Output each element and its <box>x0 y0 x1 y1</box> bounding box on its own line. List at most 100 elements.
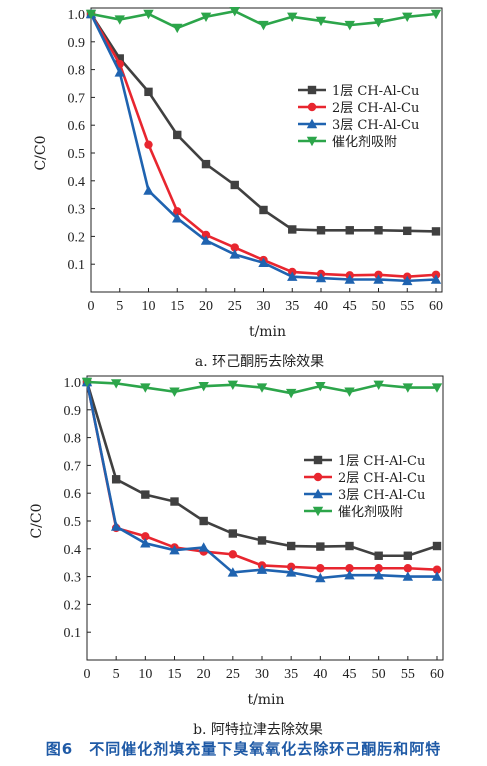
x-tick-label: 25 <box>228 299 242 314</box>
legend-label: 1层 CH-Al-Cu <box>338 454 425 469</box>
x-axis-label: t/min <box>249 324 286 340</box>
data-point <box>316 564 325 573</box>
chart-a: 0.1 0.2 0.3 0.4 0.5 0.6 0.7 0.8 0.9 1.0 0 5 10 15 20 25… <box>33 7 443 370</box>
y-tick-label: 0.8 <box>68 64 86 79</box>
y-tick-label: 0.2 <box>64 598 82 613</box>
legend-marker <box>313 455 323 465</box>
data-point <box>144 87 153 97</box>
data-point <box>111 475 121 484</box>
data-point <box>431 383 443 393</box>
x-tick-label: 50 <box>372 299 386 314</box>
data-point <box>230 180 239 190</box>
y-tick-label: 0.7 <box>68 91 86 106</box>
y-tick-label: 0.2 <box>68 230 86 245</box>
data-point <box>402 383 414 393</box>
y-tick-label: 0.6 <box>64 487 82 502</box>
data-point <box>140 538 151 548</box>
data-point <box>315 16 327 27</box>
plot-frame <box>90 7 443 293</box>
data-point <box>432 565 442 574</box>
data-point <box>430 274 442 284</box>
data-point <box>286 562 296 572</box>
y-tick-label: 0.1 <box>68 258 86 273</box>
chart-subtitle: a. 环己酮肟去除效果 <box>195 354 324 370</box>
y-tick-label: 0.9 <box>64 404 82 419</box>
x-tick-label: 5 <box>113 667 120 682</box>
data-point <box>227 380 239 390</box>
data-point <box>143 9 154 20</box>
plot-frame <box>86 375 444 661</box>
data-point <box>230 243 239 252</box>
x-tick-label: 50 <box>372 667 386 682</box>
x-tick-label: 35 <box>284 667 298 682</box>
legend-label: 催化剂吸附 <box>332 135 397 150</box>
data-point <box>402 571 414 581</box>
data-point <box>258 257 269 268</box>
x-tick-label: 20 <box>199 299 213 314</box>
series-4 <box>81 377 443 399</box>
data-point <box>141 532 150 541</box>
data-point <box>257 536 267 545</box>
data-point <box>373 18 384 28</box>
data-point <box>373 274 384 284</box>
x-tick-label: 5 <box>116 299 123 314</box>
series-1 <box>82 377 442 560</box>
data-point <box>170 497 179 506</box>
y-axis-label: C/C0 <box>33 135 49 170</box>
legend-marker <box>306 136 318 147</box>
data-point <box>373 380 384 390</box>
y-tick-label: 0.9 <box>68 36 86 51</box>
data-point <box>201 230 211 240</box>
data-point <box>228 529 238 538</box>
legend-marker <box>307 85 317 95</box>
legend: 1层 CH-Al-Cu 2层 CH-Al-Cu 3层 CH-Al-Cu 催化剂吸附 <box>298 84 419 150</box>
data-point <box>374 564 383 573</box>
data-point <box>316 542 325 551</box>
data-point <box>430 9 442 20</box>
y-tick-label: 0.6 <box>68 119 86 134</box>
data-point <box>228 550 238 559</box>
data-point <box>287 12 298 22</box>
x-tick-label: 45 <box>343 299 357 314</box>
data-point <box>144 140 153 149</box>
figure-caption: 图6 不同催化剂填充量下臭氧氧化去除环己酮肟和阿特 <box>45 740 442 758</box>
legend-marker <box>312 488 324 499</box>
y-tick-label: 0.3 <box>68 203 86 218</box>
data-point <box>288 225 297 234</box>
legend-marker <box>313 472 323 482</box>
data-point <box>169 387 180 397</box>
data-point <box>259 205 268 215</box>
x-tick-label: 0 <box>84 667 91 682</box>
data-point <box>227 567 239 577</box>
legend-marker <box>307 102 317 112</box>
x-tick-label: 35 <box>285 299 299 314</box>
data-point <box>173 130 182 140</box>
legend-label: 3层 CH-Al-Cu <box>332 118 419 133</box>
x-tick-label: 0 <box>88 299 95 314</box>
data-point <box>169 544 180 555</box>
legend-label: 2层 CH-Al-Cu <box>338 471 425 486</box>
data-point <box>143 185 154 195</box>
data-point <box>285 388 297 399</box>
legend-marker <box>312 506 324 517</box>
data-point <box>345 564 354 573</box>
data-point <box>374 226 383 235</box>
data-point <box>172 23 183 34</box>
data-point <box>258 20 269 31</box>
chart-b: 0.1 0.2 0.3 0.4 0.5 0.6 0.7 0.8 0.9 1.0 0 5 10 15 20 25… <box>29 375 444 738</box>
data-point <box>256 383 268 393</box>
data-point <box>114 67 125 77</box>
data-point <box>345 226 354 235</box>
data-point <box>402 12 413 22</box>
x-tick-label: 15 <box>170 299 184 314</box>
data-point <box>431 227 441 236</box>
legend-label: 1层 CH-Al-Cu <box>332 84 419 99</box>
legend-label: 3层 CH-Al-Cu <box>338 488 425 503</box>
x-tick-label: 60 <box>429 299 443 314</box>
x-tick-label: 60 <box>430 667 444 682</box>
y-tick-label: 0.8 <box>64 432 82 447</box>
data-point <box>173 207 182 216</box>
y-tick-label: 0.7 <box>64 459 82 474</box>
data-point <box>315 272 327 283</box>
x-tick-label: 20 <box>197 667 211 682</box>
